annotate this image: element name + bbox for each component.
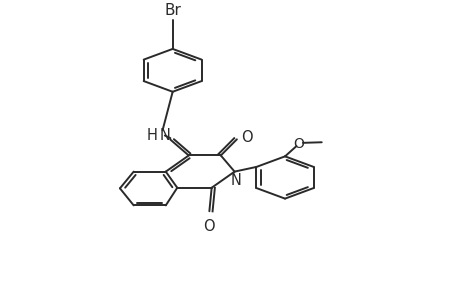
Text: Br: Br xyxy=(164,3,181,18)
Text: N: N xyxy=(159,128,170,143)
Text: O: O xyxy=(203,220,215,235)
Text: O: O xyxy=(241,130,252,146)
Text: O: O xyxy=(293,137,303,151)
Text: H: H xyxy=(147,128,157,143)
Text: N: N xyxy=(230,173,241,188)
